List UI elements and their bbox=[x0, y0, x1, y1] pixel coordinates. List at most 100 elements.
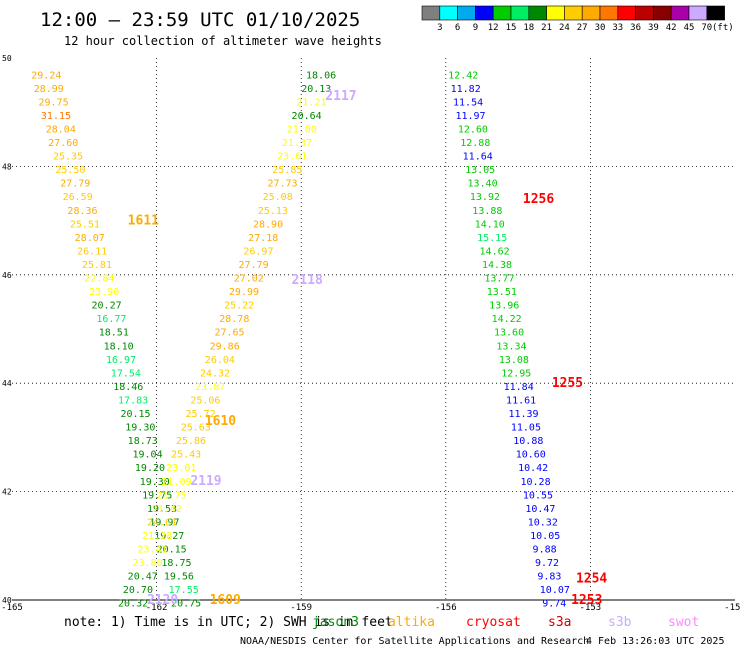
wave-height-label: 13.51 bbox=[487, 287, 517, 298]
color-scale-swatch bbox=[635, 5, 654, 21]
wave-height-label: 29.24 bbox=[31, 70, 61, 81]
wave-height-label: 25.63 bbox=[181, 423, 211, 434]
y-tick-label: 42 bbox=[2, 488, 12, 497]
wave-height-label: 19.20 bbox=[135, 463, 165, 474]
wave-height-label: 20.32 bbox=[118, 599, 148, 610]
wave-height-label: 13.08 bbox=[499, 355, 529, 366]
color-scale-label: 3 bbox=[437, 23, 442, 33]
wave-height-label: 29.86 bbox=[210, 341, 240, 352]
wave-height-label: 11.97 bbox=[455, 111, 485, 122]
pass-label: 1610 bbox=[205, 414, 236, 429]
wave-height-label: 24.61 bbox=[147, 517, 177, 528]
x-tick-label: -159 bbox=[290, 603, 312, 613]
wave-height-label: 17.83 bbox=[118, 395, 148, 406]
y-tick-label: 44 bbox=[2, 379, 12, 388]
wave-height-label: 28.78 bbox=[219, 314, 249, 325]
map-grid: -165 -162 -159 -156 -153 -150 40 42 44 46 48 50 bbox=[1, 54, 740, 613]
wave-height-label: 15.15 bbox=[477, 233, 507, 244]
wave-height-label: 21.28 bbox=[142, 531, 172, 542]
wave-height-label: 13.05 bbox=[465, 165, 495, 176]
footer-note: note: 1) Time is in UTC; 2) SWH is in fe… bbox=[64, 615, 393, 630]
color-scale-label: 30 bbox=[595, 23, 606, 33]
wave-height-label: 14.38 bbox=[482, 260, 512, 271]
color-scale-label: 33 bbox=[612, 23, 623, 33]
wave-height-label: 13.34 bbox=[496, 341, 526, 352]
wave-height-label: 20.64 bbox=[292, 111, 322, 122]
color-scale-swatch bbox=[599, 5, 619, 21]
chart-subtitle: 12 hour collection of altimeter wave hei… bbox=[64, 34, 382, 48]
color-scale-label: 27 bbox=[577, 23, 588, 33]
wave-height-label: 26.04 bbox=[205, 355, 235, 366]
pass-label: 1609 bbox=[210, 593, 241, 608]
wave-height-label: 20.15 bbox=[157, 545, 187, 556]
wave-height-label: 10.42 bbox=[518, 463, 548, 474]
wave-height-label: 23.87 bbox=[195, 382, 225, 393]
satellite-label-swot: swot bbox=[668, 615, 699, 630]
color-scale-swatch bbox=[475, 5, 494, 21]
satellite-legend: jason3 altika cryosat s3a s3b swot bbox=[312, 615, 699, 630]
color-scale-label: 15 bbox=[506, 23, 517, 33]
wave-height-label: 31.15 bbox=[41, 111, 71, 122]
wave-height-label: 9.88 bbox=[533, 545, 557, 556]
wave-height-label: 10.88 bbox=[513, 436, 543, 447]
wave-height-label: 14.62 bbox=[480, 246, 510, 257]
color-scale-swatch bbox=[617, 5, 636, 21]
color-scale-label: 45 bbox=[684, 23, 695, 33]
wave-height-label: 25.06 bbox=[190, 395, 220, 406]
wave-height-label: 21.09 bbox=[161, 477, 191, 488]
x-tick-label: -165 bbox=[1, 603, 23, 613]
wave-height-label: 10.55 bbox=[523, 490, 553, 501]
x-tick-label: -150 bbox=[724, 603, 740, 613]
color-scale-swatch bbox=[670, 5, 690, 21]
wave-height-label: 21.00 bbox=[287, 124, 317, 135]
color-scale-swatch bbox=[492, 5, 512, 21]
wave-height-label: 18.51 bbox=[99, 328, 129, 339]
wave-height-label: 23.41 bbox=[137, 545, 167, 556]
wave-height-label: 12.95 bbox=[501, 368, 531, 379]
color-scale-swatch bbox=[439, 5, 458, 21]
wave-height-label: 13.92 bbox=[470, 192, 500, 203]
color-scale-swatch bbox=[528, 5, 547, 21]
wave-height-label: 9.83 bbox=[537, 572, 561, 583]
wave-height-label: 17.55 bbox=[169, 585, 199, 596]
satellite-label-s3b: s3b bbox=[608, 615, 632, 630]
wave-height-label: 12.42 bbox=[448, 70, 478, 81]
wave-height-label: 13.96 bbox=[489, 301, 519, 312]
wave-height-label: 28.99 bbox=[34, 84, 64, 95]
wave-height-label: 26.11 bbox=[77, 246, 107, 257]
wave-height-label: 24.32 bbox=[200, 368, 230, 379]
wave-height-label: 13.77 bbox=[484, 274, 514, 285]
wave-height-label: 26.97 bbox=[243, 246, 273, 257]
wave-height-label: 16.77 bbox=[96, 314, 126, 325]
wave-height-label: 23.01 bbox=[166, 463, 196, 474]
wave-height-label: 20.15 bbox=[120, 409, 150, 420]
x-tick-label: -156 bbox=[435, 603, 457, 613]
wave-height-label: 19.97 bbox=[149, 517, 179, 528]
wave-height-label: 27.79 bbox=[60, 179, 90, 190]
wave-height-label: 10.28 bbox=[521, 477, 551, 488]
footer-credit: NOAA/NESDIS Center for Satellite Applica… bbox=[240, 636, 589, 647]
pass-label: 2120 bbox=[147, 593, 178, 608]
y-tick-label: 48 bbox=[2, 162, 12, 171]
satellite-label-cryosat: cryosat bbox=[466, 615, 521, 630]
color-scale-label: 39 bbox=[648, 23, 659, 33]
wave-height-label: 18.75 bbox=[161, 558, 191, 569]
wave-height-label: 19.30 bbox=[140, 477, 170, 488]
wave-height-label: 17.54 bbox=[111, 368, 141, 379]
wave-height-label: 14.22 bbox=[492, 314, 522, 325]
pass-label: 1253 bbox=[571, 593, 602, 608]
plot-area: 29.24 28.99 29.75 31.15 28.04 27.60 25.35 25.50… bbox=[31, 70, 607, 609]
wave-height-label: 26.59 bbox=[63, 192, 93, 203]
wave-height-label: 21.37 bbox=[282, 138, 312, 149]
wave-height-label: 23.61 bbox=[277, 152, 307, 163]
chart-title: 12:00 – 23:59 UTC 01/10/2025 bbox=[40, 9, 360, 31]
wave-height-label: 25.50 bbox=[55, 165, 85, 176]
wave-height-label: 11.64 bbox=[463, 152, 493, 163]
wave-height-label: 14.10 bbox=[475, 219, 505, 230]
wave-height-label: 27.73 bbox=[267, 179, 297, 190]
wave-height-label: 25.72 bbox=[186, 409, 216, 420]
wave-height-label: 25.85 bbox=[272, 165, 302, 176]
wave-height-label: 25.43 bbox=[171, 450, 201, 461]
wave-height-label: 22.84 bbox=[84, 274, 114, 285]
x-tick-label: -153 bbox=[580, 603, 602, 613]
